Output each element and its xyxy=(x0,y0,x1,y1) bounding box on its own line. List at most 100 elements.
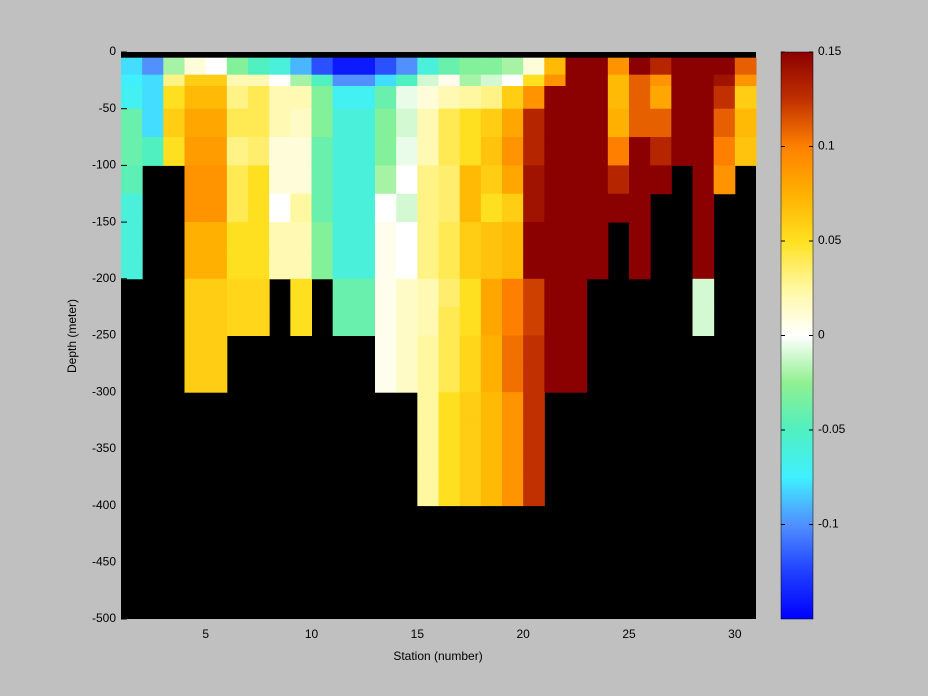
cell xyxy=(480,74,503,87)
cell xyxy=(248,222,270,251)
cell xyxy=(311,137,334,166)
cell xyxy=(353,165,376,195)
cell xyxy=(629,108,651,138)
y-tick-label: -300 xyxy=(92,384,116,398)
cell xyxy=(713,137,736,166)
cell xyxy=(671,137,693,166)
cell xyxy=(480,278,503,308)
cell xyxy=(502,392,524,422)
cell xyxy=(205,108,228,138)
cell xyxy=(121,57,143,76)
cell xyxy=(163,137,185,166)
cell xyxy=(459,74,482,87)
cell xyxy=(121,137,143,166)
cell xyxy=(226,74,249,87)
cell xyxy=(650,86,672,110)
cell xyxy=(311,193,334,223)
cell xyxy=(353,137,376,166)
cell xyxy=(459,363,482,393)
cell xyxy=(290,193,312,223)
colorbar-tick-label: -0.1 xyxy=(818,517,839,531)
cell xyxy=(142,108,164,138)
cell xyxy=(480,222,503,251)
colorbar-tick-label: 0.05 xyxy=(818,233,842,247)
cell xyxy=(692,137,715,166)
cell xyxy=(565,335,588,365)
colorbar-tick-label: 0.1 xyxy=(818,139,835,153)
cell xyxy=(565,108,588,138)
cell xyxy=(480,137,503,166)
cell xyxy=(544,108,566,138)
cell xyxy=(523,477,545,507)
cell xyxy=(184,250,207,280)
cell xyxy=(692,57,715,76)
cell xyxy=(417,335,439,365)
cell xyxy=(417,250,439,280)
cell xyxy=(480,86,503,110)
cell xyxy=(269,250,291,280)
cell xyxy=(565,57,588,76)
cell xyxy=(248,165,270,195)
cell xyxy=(459,335,482,365)
cell xyxy=(269,137,291,166)
cell xyxy=(480,448,503,478)
colorbar-tick-label: 0 xyxy=(818,328,825,342)
cell xyxy=(184,363,207,393)
cell xyxy=(248,57,270,76)
cell xyxy=(375,278,397,308)
cell xyxy=(502,74,524,87)
cell xyxy=(163,57,185,76)
cell xyxy=(205,335,228,365)
cell xyxy=(438,477,461,507)
cell xyxy=(332,137,355,166)
cell xyxy=(311,74,334,87)
y-tick-label: -200 xyxy=(92,271,116,285)
cell xyxy=(290,307,312,336)
cell xyxy=(523,250,545,280)
cell xyxy=(184,278,207,308)
cell xyxy=(269,57,291,76)
cell xyxy=(438,392,461,422)
cell xyxy=(544,74,566,87)
cell xyxy=(226,222,249,251)
cell xyxy=(629,193,651,223)
cell xyxy=(459,307,482,336)
cell xyxy=(248,108,270,138)
cell xyxy=(311,165,334,195)
cell xyxy=(375,165,397,195)
cell xyxy=(692,165,715,195)
cell xyxy=(205,250,228,280)
cell xyxy=(184,165,207,195)
cell xyxy=(121,193,143,223)
cell xyxy=(121,250,143,280)
cell xyxy=(523,165,545,195)
cell xyxy=(142,74,164,87)
cell xyxy=(523,448,545,478)
cell xyxy=(502,363,524,393)
cell xyxy=(142,137,164,166)
cell xyxy=(459,477,482,507)
cell xyxy=(396,363,418,393)
x-tick-label: 20 xyxy=(516,627,530,641)
cell xyxy=(523,57,545,76)
cell xyxy=(290,108,312,138)
cell xyxy=(396,250,418,280)
cell xyxy=(375,250,397,280)
cell xyxy=(396,222,418,251)
cell xyxy=(332,57,355,76)
cell xyxy=(205,193,228,223)
cell xyxy=(607,137,630,166)
cell xyxy=(438,57,461,76)
cell xyxy=(438,74,461,87)
cell xyxy=(248,74,270,87)
cell xyxy=(544,165,566,195)
cell xyxy=(332,278,355,308)
cell xyxy=(269,165,291,195)
cell xyxy=(417,363,439,393)
cell xyxy=(629,86,651,110)
cell xyxy=(353,250,376,280)
cell xyxy=(438,363,461,393)
cell xyxy=(205,74,228,87)
cell xyxy=(184,74,207,87)
